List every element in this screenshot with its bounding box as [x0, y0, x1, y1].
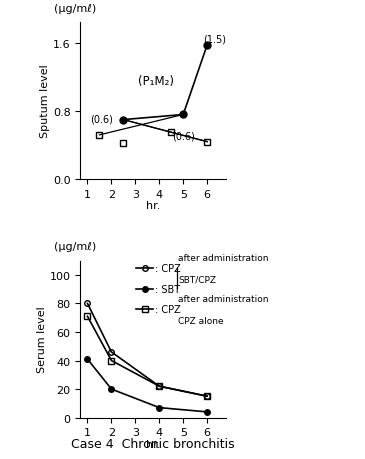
Text: (0.6): (0.6)	[90, 114, 113, 124]
Y-axis label: Serum level: Serum level	[37, 306, 47, 373]
Text: : CPZ: : CPZ	[155, 305, 181, 314]
Text: (1.5): (1.5)	[204, 34, 227, 44]
Text: (P₁M₂): (P₁M₂)	[138, 75, 174, 88]
Y-axis label: Sputum level: Sputum level	[40, 64, 50, 138]
Text: (μg/mℓ): (μg/mℓ)	[54, 4, 96, 14]
X-axis label: hr.: hr.	[146, 201, 161, 211]
Text: Case 4  Chronic bronchitis: Case 4 Chronic bronchitis	[72, 437, 235, 450]
X-axis label: hr.: hr.	[146, 439, 161, 449]
Text: (μg/mℓ): (μg/mℓ)	[54, 242, 96, 252]
Text: : CPZ: : CPZ	[155, 264, 181, 274]
Text: CPZ alone: CPZ alone	[178, 316, 224, 325]
Text: SBT/CPZ: SBT/CPZ	[178, 275, 216, 284]
Text: after administration: after administration	[178, 294, 269, 303]
Text: (0.6): (0.6)	[172, 131, 195, 141]
Text: : SBT: : SBT	[155, 284, 180, 294]
Text: after administration: after administration	[178, 254, 269, 263]
